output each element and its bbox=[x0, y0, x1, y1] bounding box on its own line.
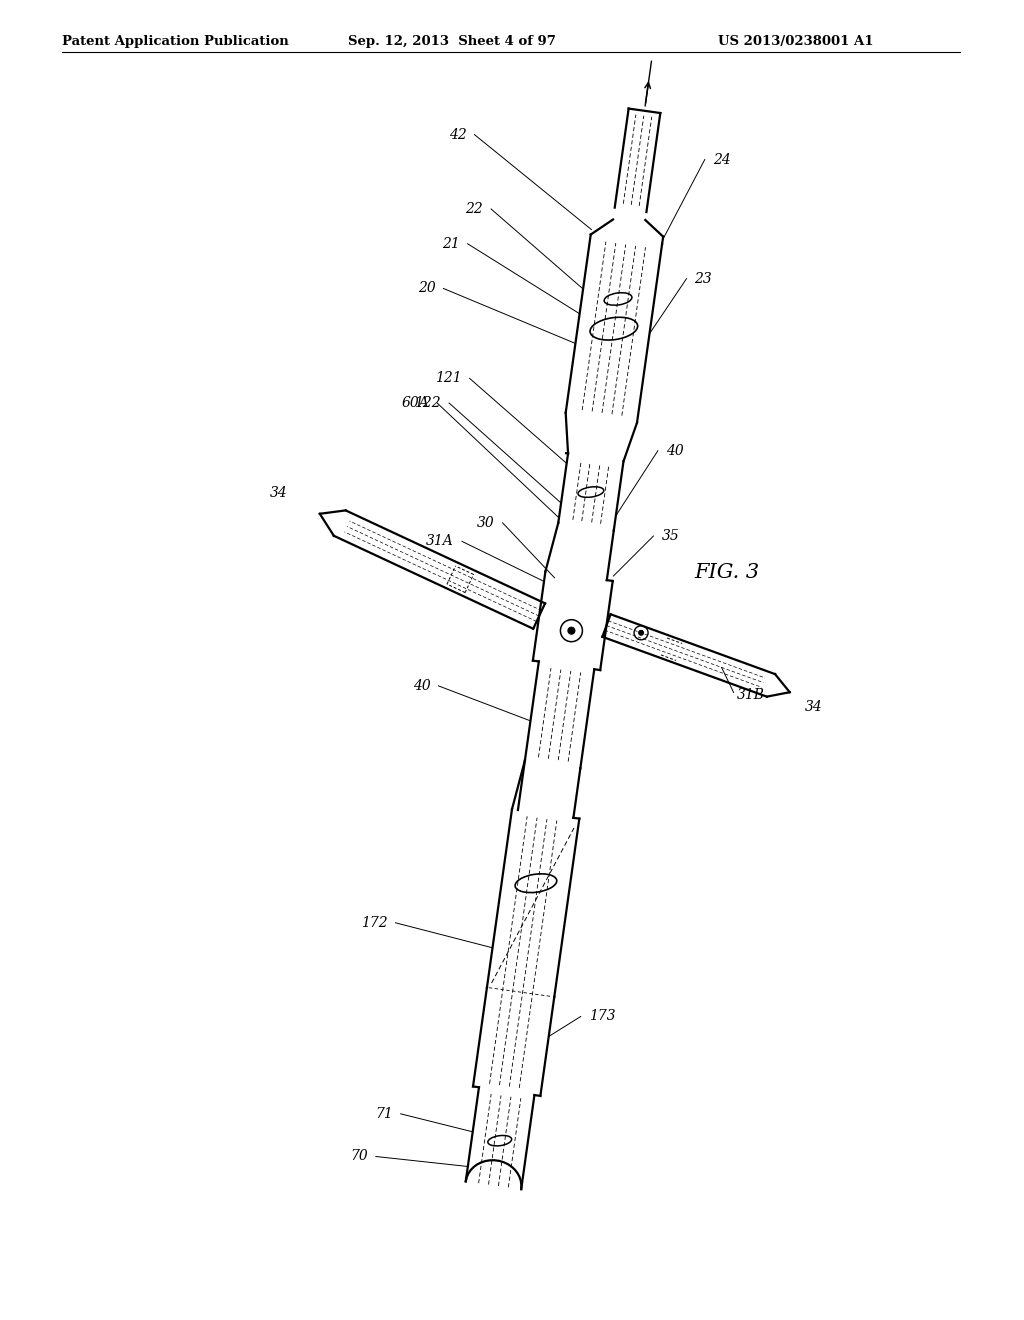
Text: 173: 173 bbox=[589, 1010, 615, 1023]
Text: Patent Application Publication: Patent Application Publication bbox=[62, 36, 289, 48]
Text: US 2013/0238001 A1: US 2013/0238001 A1 bbox=[718, 36, 873, 48]
Text: 40: 40 bbox=[666, 444, 684, 458]
Text: 34: 34 bbox=[269, 486, 287, 499]
Text: 121: 121 bbox=[435, 371, 462, 385]
Text: 122: 122 bbox=[415, 396, 441, 411]
Text: 31A: 31A bbox=[426, 535, 454, 548]
Text: 34: 34 bbox=[805, 700, 822, 714]
Text: 60A: 60A bbox=[401, 396, 429, 411]
Text: 35: 35 bbox=[662, 529, 679, 543]
Text: 40: 40 bbox=[413, 678, 430, 693]
Text: 70: 70 bbox=[350, 1150, 368, 1163]
Text: FIG. 3: FIG. 3 bbox=[694, 562, 760, 582]
Text: 31B: 31B bbox=[736, 689, 765, 702]
Text: 172: 172 bbox=[360, 916, 387, 929]
Text: 20: 20 bbox=[418, 281, 435, 296]
Text: 22: 22 bbox=[465, 202, 483, 216]
Text: 24: 24 bbox=[713, 153, 730, 166]
Text: Sep. 12, 2013  Sheet 4 of 97: Sep. 12, 2013 Sheet 4 of 97 bbox=[348, 36, 556, 48]
Circle shape bbox=[639, 630, 643, 635]
Text: 42: 42 bbox=[449, 128, 467, 141]
Text: 30: 30 bbox=[477, 516, 495, 529]
Circle shape bbox=[568, 627, 574, 634]
Text: 71: 71 bbox=[375, 1107, 393, 1121]
Text: 23: 23 bbox=[694, 272, 713, 285]
Text: 21: 21 bbox=[442, 236, 460, 251]
